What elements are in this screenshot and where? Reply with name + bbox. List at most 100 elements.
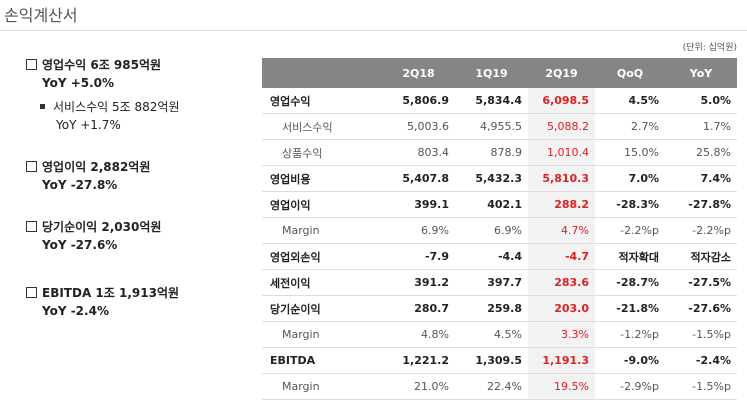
row-label: Margin (262, 217, 382, 244)
table-cell: 5,806.9 (382, 88, 455, 114)
table-cell: -27.6% (665, 295, 737, 322)
table-row: 영업비용 5,407.8 5,432.3 5,810.3 7.0% 7.4% (262, 165, 737, 192)
table-cell: 1,010.4 (528, 139, 595, 166)
table-cell: -7.9 (382, 243, 455, 270)
summary-yoy: YoY +1.7% (56, 118, 121, 132)
table-cell: 25.8% (665, 139, 737, 166)
table-row: 영업수익 5,806.9 5,834.4 6,098.5 4.5% 5.0% (262, 88, 737, 114)
table-cell: -4.7 (528, 243, 595, 270)
table-cell: -4.4 (455, 243, 528, 270)
table-cell: -27.5% (665, 269, 737, 296)
row-label: 영업수익 (262, 88, 382, 114)
table-cell: 391.2 (382, 269, 455, 296)
table-cell: 1,309.5 (455, 347, 528, 374)
summary-item: EBITDA 1조 1,913억원 YoY -2.4% (26, 284, 179, 320)
table-cell: 15.0% (595, 139, 665, 166)
row-label: EBITDA (262, 347, 382, 374)
column-header: 2Q18 (382, 58, 455, 88)
summary-yoy: YoY -27.6% (42, 238, 118, 252)
table-cell: 5,088.2 (528, 113, 595, 140)
table-cell: 259.8 (455, 295, 528, 322)
row-label: 세전이익 (262, 269, 382, 296)
table-cell: 5,432.3 (455, 165, 528, 192)
row-label: 영업이익 (262, 191, 382, 218)
table-row: Margin 6.9% 6.9% 4.7% -2.2%p -2.2%p (262, 217, 737, 244)
summary-yoy: YoY +5.0% (42, 76, 115, 90)
table-cell: 21.0% (382, 373, 455, 400)
table-row: Margin 21.0% 22.4% 19.5% -2.9%p -1.5%p (262, 373, 737, 400)
summary-yoy: YoY -27.8% (42, 178, 118, 192)
table-cell: 4,955.5 (455, 113, 528, 140)
table-cell: 6.9% (455, 217, 528, 244)
header-row: 2Q18 1Q19 2Q19 QoQ YoY (262, 58, 737, 88)
table-cell: 5.0% (665, 88, 737, 114)
table-cell: 5,834.4 (455, 88, 528, 114)
table-cell: 4.5% (595, 88, 665, 114)
bullet-marker (26, 161, 37, 172)
table-cell: 803.4 (382, 139, 455, 166)
table-row: 영업이익 399.1 402.1 288.2 -28.3% -27.8% (262, 191, 737, 218)
table-cell: -2.2%p (595, 217, 665, 244)
income-table: 2Q18 1Q19 2Q19 QoQ YoY 영업수익 5,806.9 5,834.4 6,0… (262, 58, 737, 400)
table-row: EBITDA 1,221.2 1,309.5 1,191.3 -9.0% -2.4% (262, 347, 737, 374)
bullet-marker (26, 287, 37, 298)
row-label: 서비스수익 (262, 113, 382, 140)
summary-heading: 영업수익 6조 985억원 (26, 56, 161, 74)
summary-heading: 영업이익 2,882억원 (26, 158, 150, 176)
table-cell: 397.7 (455, 269, 528, 296)
table-cell: 적자확대 (595, 243, 665, 270)
row-label: 영업외손익 (262, 243, 382, 270)
table-row: 서비스수익 5,003.6 4,955.5 5,088.2 2.7% 1.7% (262, 113, 737, 140)
bullet-marker (26, 59, 37, 70)
table-cell: 5,810.3 (528, 165, 595, 192)
table-cell: 22.4% (455, 373, 528, 400)
table-cell: 1,191.3 (528, 347, 595, 374)
table-cell: -1.5%p (665, 373, 737, 400)
summary-heading: 서비스수익 5조 882억원 (40, 98, 180, 116)
column-header: YoY (665, 58, 737, 88)
table-cell: 4.5% (455, 321, 528, 348)
summary-heading: 당기순이익 2,030억원 (26, 218, 161, 236)
unit-note: (단위: 십억원) (682, 43, 737, 53)
summary-text: 당기순이익 2,030억원 (42, 220, 162, 234)
summary-item: 서비스수익 5조 882억원 YoY +1.7% (40, 98, 180, 134)
table-cell: -1.5%p (665, 321, 737, 348)
table-cell: 402.1 (455, 191, 528, 218)
table-cell: 4.8% (382, 321, 455, 348)
summary-item: 영업이익 2,882억원 YoY -27.8% (26, 158, 150, 194)
table-cell: -28.3% (595, 191, 665, 218)
table-row: 세전이익 391.2 397.7 283.6 -28.7% -27.5% (262, 269, 737, 296)
table-cell: 적자감소 (665, 243, 737, 270)
bullet-marker (40, 104, 45, 109)
table-cell: 6.9% (382, 217, 455, 244)
table-body: 영업수익 5,806.9 5,834.4 6,098.5 4.5% 5.0% 서비스수익 5,… (262, 88, 737, 400)
row-label: 영업비용 (262, 165, 382, 192)
corner-cell (262, 58, 382, 88)
title-rule (0, 30, 747, 31)
summary-item: 영업수익 6조 985억원 YoY +5.0% (26, 56, 161, 92)
table-cell: 2.7% (595, 113, 665, 140)
table-cell: -2.9%p (595, 373, 665, 400)
row-label: Margin (262, 373, 382, 400)
table-cell: 878.9 (455, 139, 528, 166)
table-cell: 288.2 (528, 191, 595, 218)
table-cell: 7.4% (665, 165, 737, 192)
table-cell: 5,003.6 (382, 113, 455, 140)
table-cell: -2.2%p (665, 217, 737, 244)
column-header: 1Q19 (455, 58, 528, 88)
column-header: 2Q19 (528, 58, 595, 88)
table-cell: 283.6 (528, 269, 595, 296)
table-cell: 3.3% (528, 321, 595, 348)
summary-text: 서비스수익 5조 882억원 (53, 100, 180, 114)
table-cell: 280.7 (382, 295, 455, 322)
column-header: QoQ (595, 58, 665, 88)
summary-heading: EBITDA 1조 1,913억원 (26, 284, 179, 302)
table-cell: -9.0% (595, 347, 665, 374)
table-row: 상품수익 803.4 878.9 1,010.4 15.0% 25.8% (262, 139, 737, 166)
table-cell: 399.1 (382, 191, 455, 218)
bullet-marker (26, 221, 37, 232)
table-cell: 5,407.8 (382, 165, 455, 192)
table-cell: 19.5% (528, 373, 595, 400)
summary-text: 영업이익 2,882억원 (42, 160, 151, 174)
